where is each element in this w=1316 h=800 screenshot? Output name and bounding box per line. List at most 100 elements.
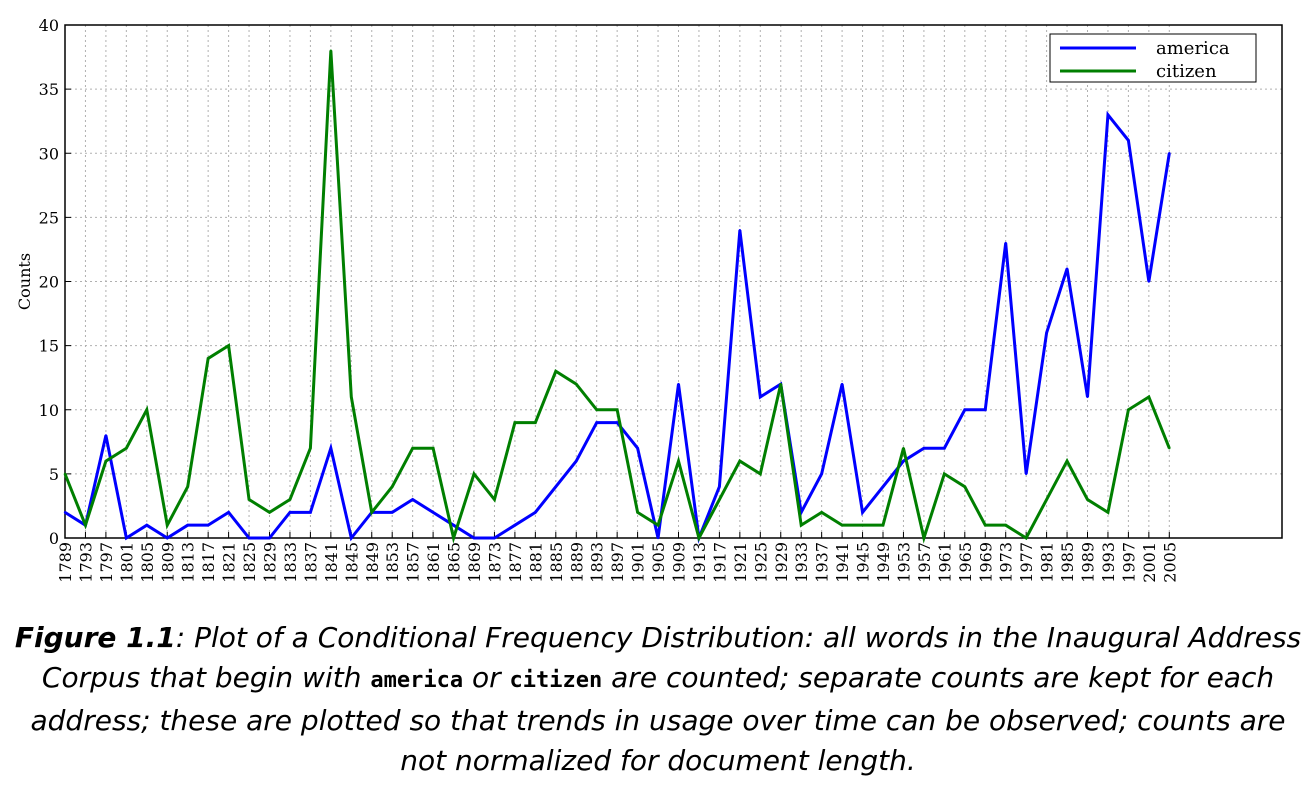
x-tick-label: 1937 [813,542,832,583]
line-chart: 0 5 10 15 20 25 30 35 40 1789 1793 1797 1801 1805 180… [15,16,1283,583]
data-point-citizen [902,447,905,450]
x-tick-label: 1905 [649,542,668,583]
data-point-citizen [922,536,926,540]
data-point-citizen [1147,395,1151,399]
data-point-america [902,459,905,463]
x-tick-label: 1989 [1079,542,1098,583]
data-point-citizen [800,523,803,527]
x-tick-label: 1893 [588,542,607,583]
x-tick-label: 1961 [935,542,954,583]
data-point-citizen [452,536,455,540]
data-point-america [206,523,210,527]
data-point-america [677,382,680,386]
x-tick-label: 1829 [261,542,280,583]
legend: america citizen [1049,33,1257,83]
data-point-america [595,421,598,424]
x-tick-label: 1853 [383,542,402,583]
data-point-citizen [268,511,271,514]
x-tick-label: 1977 [1017,542,1036,583]
x-tick-label: 1793 [76,542,95,583]
x-tick-label: 1949 [874,542,893,583]
series-lines [63,49,1171,544]
x-tick-label: 1869 [465,542,484,583]
data-point-america [166,536,169,540]
data-point-citizen [309,447,312,450]
legend-label-america: america [1156,38,1230,59]
data-point-citizen [1127,408,1130,411]
data-point-citizen [820,511,823,514]
data-point-citizen [656,523,660,527]
data-point-america [452,523,455,527]
x-tick-label: 1969 [976,542,995,583]
x-tick-label: 1985 [1058,542,1077,583]
data-point-america [1147,280,1151,283]
data-point-america [861,511,864,514]
data-point-america [1004,241,1007,245]
data-point-citizen [615,408,619,411]
data-point-america [984,408,987,411]
data-point-america [1168,152,1171,155]
y-tick-label: 10 [39,401,59,420]
caption-text-a: : Plot of a Conditional Frequency Distri… [41,621,1302,694]
data-point-america [227,511,230,514]
data-point-citizen [575,382,578,386]
data-point-america [288,511,292,514]
data-point-america [145,523,148,527]
data-point-america [125,536,128,540]
x-tick-label: 1861 [424,542,443,583]
x-tick-label: 1797 [97,542,116,583]
data-point-america [881,485,885,488]
data-point-america [534,511,537,514]
caption-word-america: america [370,668,464,693]
y-tick-label: 0 [49,529,59,548]
caption-word-citizen: citizen [509,668,603,693]
data-point-citizen [370,511,373,514]
data-point-america [247,536,251,540]
data-point-citizen [1106,511,1110,514]
data-point-citizen [697,536,701,540]
data-point-citizen [104,459,108,463]
x-axis: 1789 1793 1797 1801 1805 1809 1813 1817 1821 1825… [56,532,1179,583]
caption-text-b: or [463,661,510,694]
data-point-america [104,434,108,437]
data-point-citizen [861,523,864,527]
x-tick-label: 1845 [342,542,361,583]
data-point-america [350,536,353,540]
data-point-america [411,498,414,501]
x-tick-label: 1789 [56,542,75,583]
x-tick-label: 1897 [608,542,627,583]
x-tick-label: 1981 [1038,542,1057,583]
x-tick-label: 1865 [445,542,464,583]
data-point-america [1127,139,1130,142]
data-point-america [943,447,946,450]
x-tick-label: 1901 [629,542,648,583]
data-point-citizen [186,485,189,488]
y-tick-label: 35 [39,80,59,99]
data-point-america [309,511,312,514]
x-tick-label: 1813 [179,542,198,583]
data-point-america [391,511,394,514]
data-point-citizen [1065,459,1069,463]
y-axis-label: Counts [15,253,34,310]
data-point-citizen [227,344,230,347]
y-tick-label: 20 [39,273,59,292]
x-tick-label: 1889 [567,542,586,583]
data-point-citizen [1086,498,1089,501]
data-point-citizen [145,408,148,411]
data-point-citizen [963,485,966,488]
data-point-america [656,536,660,540]
data-point-citizen [472,472,476,476]
data-point-citizen [63,472,67,476]
y-tick-label: 25 [39,208,59,227]
x-tick-label: 1881 [526,542,545,583]
data-point-citizen [554,370,557,373]
x-tick-label: 1957 [915,542,934,583]
x-tick-label: 1965 [956,542,975,583]
data-point-america [268,536,271,540]
data-point-citizen [513,421,517,424]
data-point-america [554,485,557,488]
data-point-america [820,472,823,476]
data-point-citizen [840,523,844,527]
figure-caption: Figure 1.1: Plot of a Conditional Freque… [10,618,1306,781]
x-tick-label: 1917 [710,542,729,583]
